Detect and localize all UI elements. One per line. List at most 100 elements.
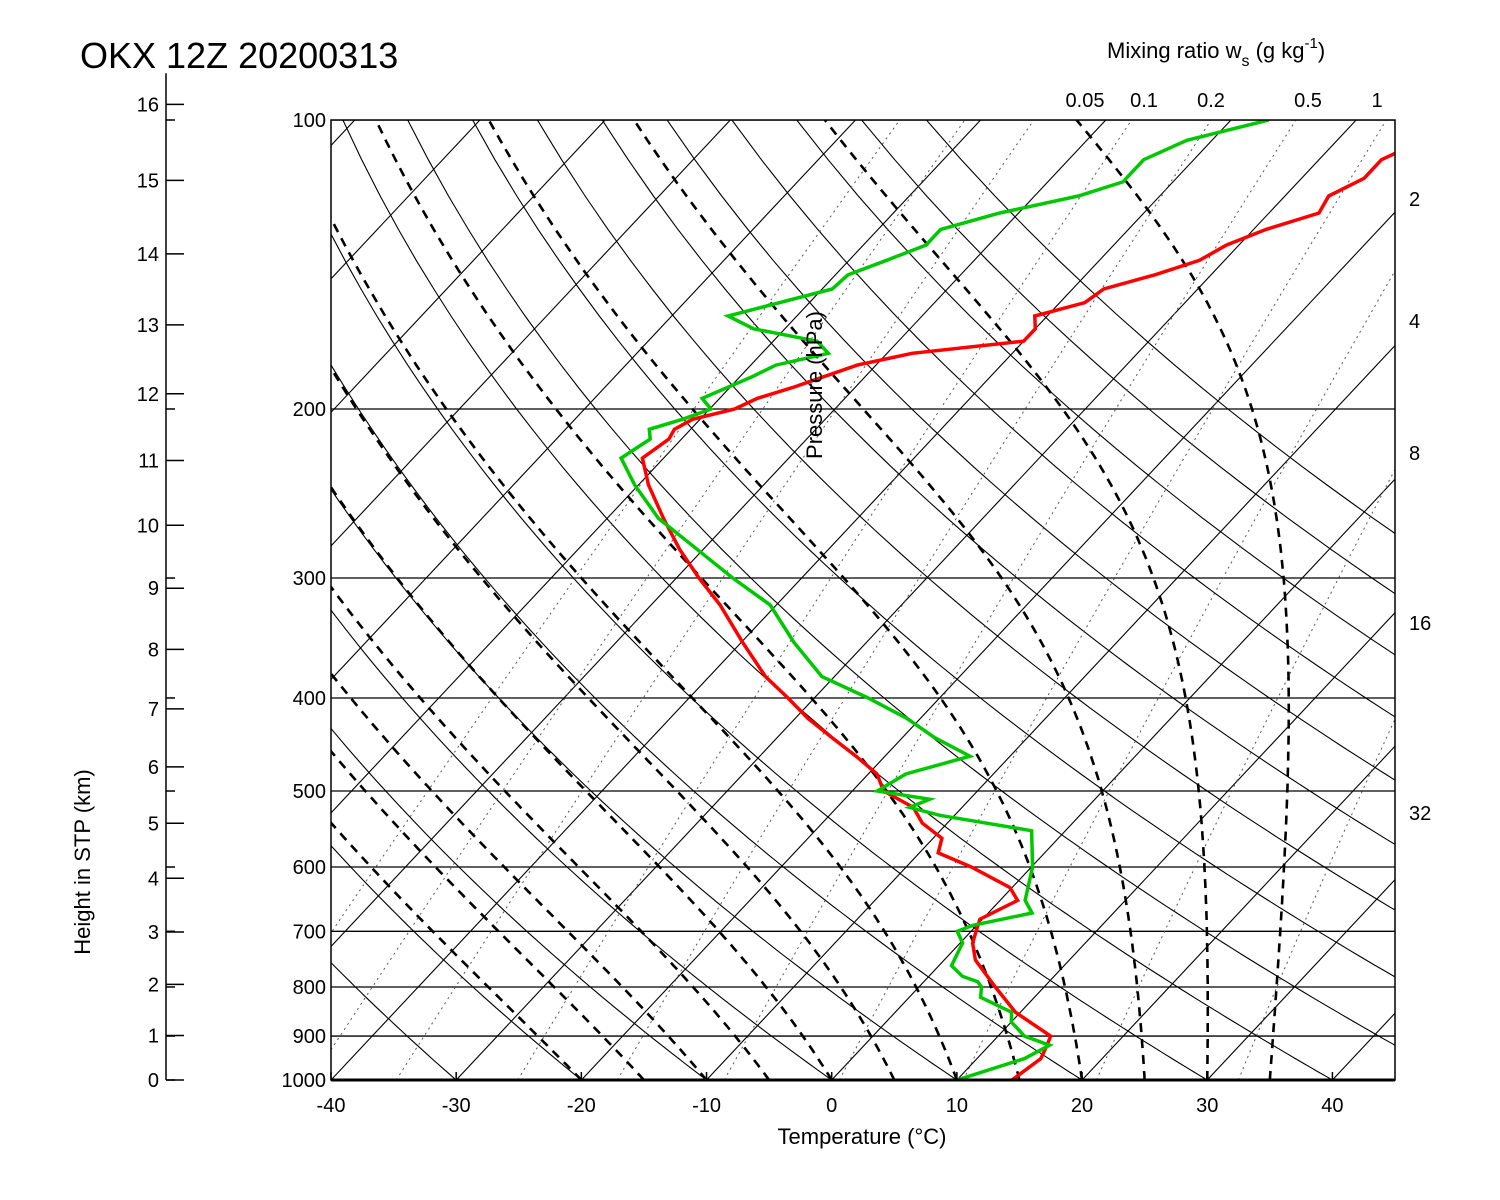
dry-adiabat-line [342,120,1333,1080]
height-tick-label: 3 [148,922,159,944]
height-tick-label: 8 [148,639,159,661]
mixing-ratio-top-label: 1 [1371,90,1382,112]
height-axis-label: Height in STP (km) [70,769,95,954]
moist-adiabat-line [374,120,1021,1080]
moist-adiabat-line [331,215,959,1080]
dry-adiabat-line [731,120,1395,718]
moist-adiabat-line [823,120,1210,1080]
moist-adiabat-line [1075,120,1291,1080]
mixing-ratio-line [616,120,1212,1080]
pressure-axis-label: Pressure (hPa) [802,311,827,459]
mixing-ratio-top-label: 0.2 [1197,90,1225,112]
x-tick-label: 10 [946,1095,968,1117]
dry-adiabat-line [796,120,1395,656]
dry-adiabat-line [331,961,457,1080]
dry-adiabat-line [331,232,1208,1080]
mixing-ratio-right-label: 16 [1409,613,1431,635]
height-tick-label: 0 [148,1070,159,1092]
temperature-profile-line [640,151,1395,1080]
isotherm-line [1206,878,1395,1080]
dry-adiabat-line [666,120,1395,781]
pressure-tick-label: 700 [293,921,326,943]
dewpoint-profile-line [618,120,1270,1080]
x-tick-label: 20 [1071,1095,1093,1117]
x-tick-label: 40 [1321,1095,1343,1117]
height-tick-label: 1 [148,1025,159,1047]
x-tick-label: -30 [442,1095,471,1117]
dry-adiabat-line [601,120,1395,846]
height-tick-label: 2 [148,974,159,996]
height-tick-label: 15 [137,170,159,192]
mixing-ratio-line [517,120,1133,1080]
height-tick-label: 5 [148,813,159,835]
height-tick-label: 12 [137,384,159,406]
dry-adiabat-line [536,120,1395,911]
height-tick-label: 16 [137,94,159,116]
x-tick-label: -20 [567,1095,596,1117]
moist-adiabat-line [331,485,833,1080]
mixing-ratio-line [838,120,1387,1080]
height-tick-label: 10 [137,515,159,537]
mixing-ratio-axis-label: Mixing ratio ws (g kg-1) [1107,35,1325,70]
height-tick-label: 7 [148,699,159,721]
isotherm-line [331,120,731,547]
height-tick-label: 4 [148,868,159,890]
mixing-ratio-right-label: 32 [1409,803,1431,825]
pressure-tick-label: 900 [293,1026,326,1048]
isotherm-line [455,120,1357,1080]
moist-adiabat-line [487,120,1084,1080]
dry-adiabat-line [925,120,1395,535]
mixing-ratio-top-label: 0.1 [1130,90,1158,112]
pressure-tick-label: 600 [293,857,326,879]
isotherm-line [331,120,1107,948]
isotherm-line [580,211,1395,1080]
isotherm-line [331,120,1232,1080]
isotherm-line [1081,745,1395,1080]
mixing-ratio-right-label: 4 [1409,311,1420,333]
dry-adiabat-line [331,727,707,1080]
moist-adiabat-line [632,120,1146,1080]
isotherm-line [706,344,1395,1080]
height-tick-label: 6 [148,757,159,779]
dry-adiabat-line [407,120,1395,1046]
x-axis-label: Temperature (°C) [778,1124,947,1149]
moist-adiabat-line [331,365,896,1080]
x-tick-label: 0 [826,1095,837,1117]
height-tick-label: 13 [137,315,159,337]
isotherm-line [331,120,982,814]
height-tick-label: 14 [137,244,159,266]
moist-adiabat-line [331,584,771,1080]
height-tick-label: 9 [148,578,159,600]
dry-adiabat-line [331,844,582,1080]
pressure-tick-label: 100 [293,110,326,132]
isotherm-line [956,611,1395,1080]
mixing-ratio-line [395,120,1035,1080]
mixing-ratio-top-label: 0.05 [1066,90,1105,112]
dry-adiabat-line [331,364,1083,1080]
plot-series [618,120,1395,1080]
x-tick-label: -40 [317,1095,346,1117]
mixing-ratio-right-label: 2 [1409,189,1420,211]
pressure-tick-label: 500 [293,781,326,803]
mixing-ratio-line [331,120,901,934]
chart-axes: -40 -30 -20 -10 0 10 20 30 401002003004005006007… [137,73,1431,1117]
mixing-ratio-line [1237,717,1395,1080]
mixing-ratio-line [1095,468,1395,1080]
x-tick-label: -10 [692,1095,721,1117]
pressure-tick-label: 300 [293,568,326,590]
dry-adiabat-line [331,609,833,1080]
mixing-ratio-right-label: 8 [1409,443,1420,465]
plot-grid [331,120,1395,1080]
dry-adiabat-line [861,120,1395,595]
x-tick-label: 30 [1196,1095,1218,1117]
dry-adiabat-line [472,120,1395,978]
isotherm-line [331,120,606,414]
pressure-tick-label: 1000 [282,1070,327,1092]
pressure-tick-label: 400 [293,688,326,710]
height-tick-label: 11 [138,451,159,473]
moist-adiabat-line [331,671,708,1080]
pressure-tick-label: 200 [293,399,326,421]
chart-title: OKX 12Z 20200313 [80,35,398,76]
pressure-tick-label: 800 [293,977,326,999]
isotherm-line [331,120,856,681]
